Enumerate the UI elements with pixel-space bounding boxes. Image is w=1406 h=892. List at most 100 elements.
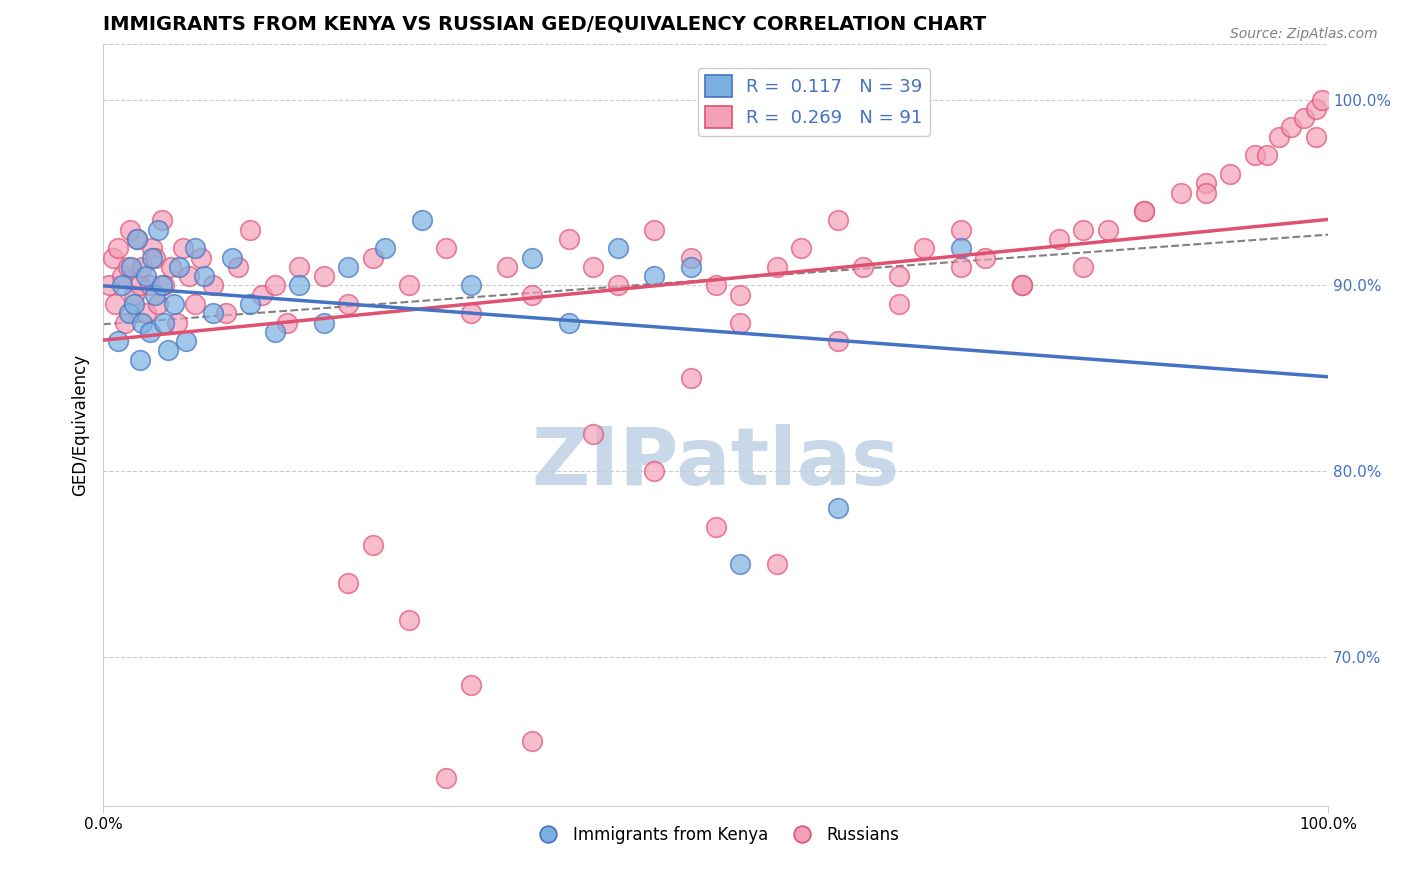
Point — [101, 251, 124, 265]
Point — [766, 260, 789, 274]
Point — [728, 287, 751, 301]
Point — [1047, 232, 1070, 246]
Point — [1268, 129, 1291, 144]
Point — [557, 316, 579, 330]
Point — [434, 241, 457, 255]
Point — [766, 557, 789, 571]
Point — [312, 269, 335, 284]
Point — [1097, 222, 1119, 236]
Point — [557, 232, 579, 246]
Point — [263, 278, 285, 293]
Point — [1011, 278, 1033, 293]
Point — [172, 241, 194, 255]
Point — [120, 222, 142, 236]
Point — [143, 287, 166, 301]
Point — [184, 297, 207, 311]
Point — [118, 306, 141, 320]
Point — [1170, 186, 1192, 200]
Point — [827, 213, 849, 227]
Point — [520, 287, 543, 301]
Point — [681, 251, 703, 265]
Point — [135, 269, 157, 284]
Point — [1194, 176, 1216, 190]
Point — [1071, 222, 1094, 236]
Point — [460, 278, 482, 293]
Point — [1310, 93, 1333, 107]
Point — [98, 278, 121, 293]
Point — [912, 241, 935, 255]
Point — [202, 278, 225, 293]
Point — [460, 306, 482, 320]
Point — [1256, 148, 1278, 162]
Point — [1133, 204, 1156, 219]
Point — [107, 334, 129, 348]
Point — [1219, 167, 1241, 181]
Point — [138, 325, 160, 339]
Point — [117, 260, 139, 274]
Point — [110, 269, 132, 284]
Point — [1071, 260, 1094, 274]
Point — [107, 241, 129, 255]
Y-axis label: GED/Equivalency: GED/Equivalency — [72, 354, 89, 496]
Point — [120, 260, 142, 274]
Point — [520, 733, 543, 747]
Point — [643, 222, 665, 236]
Point — [337, 260, 360, 274]
Point — [288, 278, 311, 293]
Point — [135, 306, 157, 320]
Point — [153, 278, 176, 293]
Point — [643, 269, 665, 284]
Point — [398, 613, 420, 627]
Point — [159, 260, 181, 274]
Point — [128, 278, 150, 293]
Point — [337, 297, 360, 311]
Point — [128, 352, 150, 367]
Point — [131, 260, 153, 274]
Point — [949, 241, 972, 255]
Point — [1292, 112, 1315, 126]
Point — [239, 222, 262, 236]
Point — [148, 222, 170, 236]
Point — [127, 232, 149, 246]
Point — [131, 316, 153, 330]
Point — [728, 557, 751, 571]
Point — [263, 325, 285, 339]
Point — [153, 316, 176, 330]
Point — [163, 297, 186, 311]
Text: IMMIGRANTS FROM KENYA VS RUSSIAN GED/EQUIVALENCY CORRELATION CHART: IMMIGRANTS FROM KENYA VS RUSSIAN GED/EQU… — [103, 15, 987, 34]
Point — [398, 278, 420, 293]
Point — [361, 251, 384, 265]
Text: ZIPatlas: ZIPatlas — [531, 424, 900, 502]
Point — [460, 678, 482, 692]
Legend: R =  0.117   N = 39, R =  0.269   N = 91: R = 0.117 N = 39, R = 0.269 N = 91 — [697, 68, 929, 136]
Point — [114, 316, 136, 330]
Point — [411, 213, 433, 227]
Point — [974, 251, 997, 265]
Point — [361, 539, 384, 553]
Point — [582, 260, 605, 274]
Point — [827, 501, 849, 516]
Point — [141, 241, 163, 255]
Point — [1194, 186, 1216, 200]
Point — [148, 297, 170, 311]
Point — [337, 575, 360, 590]
Point — [167, 260, 190, 274]
Point — [166, 316, 188, 330]
Point — [226, 260, 249, 274]
Point — [127, 232, 149, 246]
Point — [202, 306, 225, 320]
Point — [104, 297, 127, 311]
Point — [252, 287, 274, 301]
Point — [728, 316, 751, 330]
Point — [143, 251, 166, 265]
Point — [122, 297, 145, 311]
Point — [214, 306, 236, 320]
Point — [606, 278, 628, 293]
Point — [176, 334, 198, 348]
Point — [889, 297, 911, 311]
Point — [889, 269, 911, 284]
Point — [681, 260, 703, 274]
Point — [184, 241, 207, 255]
Point — [949, 260, 972, 274]
Point — [374, 241, 396, 255]
